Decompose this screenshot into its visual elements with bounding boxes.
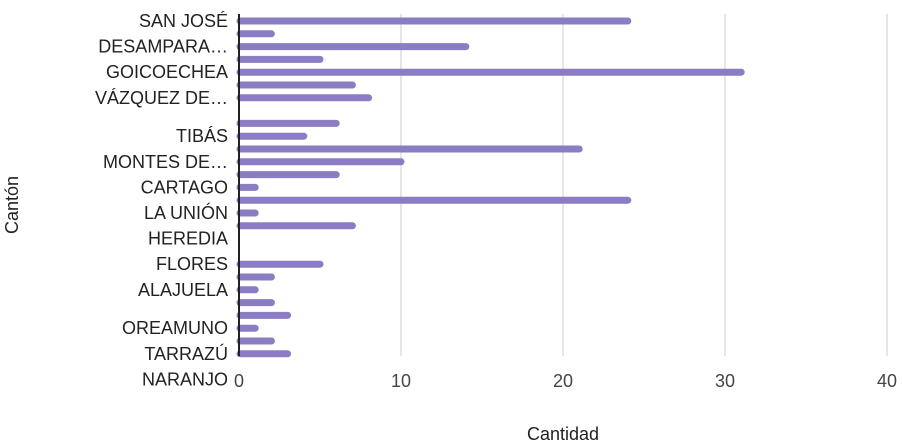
y-tick-label: LA UNIÓN xyxy=(144,202,228,223)
x-tick-label: 40 xyxy=(877,371,897,391)
gridlines xyxy=(400,14,888,356)
x-tick-label: 10 xyxy=(391,371,411,391)
y-tick-label: HEREDIA xyxy=(148,229,228,249)
y-tick-label: OREAMUNO xyxy=(122,318,228,338)
x-tick-label: 30 xyxy=(715,371,735,391)
y-tick-label: FLORES xyxy=(156,254,228,274)
y-tick-label: SAN JOSÉ xyxy=(139,11,228,31)
y-axis-title: Cantón xyxy=(2,176,22,234)
y-tick-label: TARRAZÚ xyxy=(144,343,228,364)
y-tick-label: GOICOECHEA xyxy=(106,62,228,82)
x-tick-labels: 0 10 20 30 40 xyxy=(234,371,897,391)
bars xyxy=(236,17,745,358)
x-tick-label: 0 xyxy=(234,371,244,391)
x-tick-label: 20 xyxy=(553,371,573,391)
y-tick-label: MONTES DE… xyxy=(103,152,228,172)
y-tick-label: ALAJUELA xyxy=(138,280,228,300)
y-tick-label: DESAMPARA… xyxy=(98,37,228,57)
x-axis-title: Cantidad xyxy=(527,424,599,441)
y-tick-label: NARANJO xyxy=(142,369,228,389)
y-tick-label: TIBÁS xyxy=(176,126,228,146)
y-tick-labels: SAN JOSÉ DESAMPARA… GOICOECHEA VÁZQUEZ DE… T… xyxy=(95,11,228,389)
y-tick-label: VÁZQUEZ DE… xyxy=(95,88,228,108)
y-tick-label: CARTAGO xyxy=(141,177,228,197)
